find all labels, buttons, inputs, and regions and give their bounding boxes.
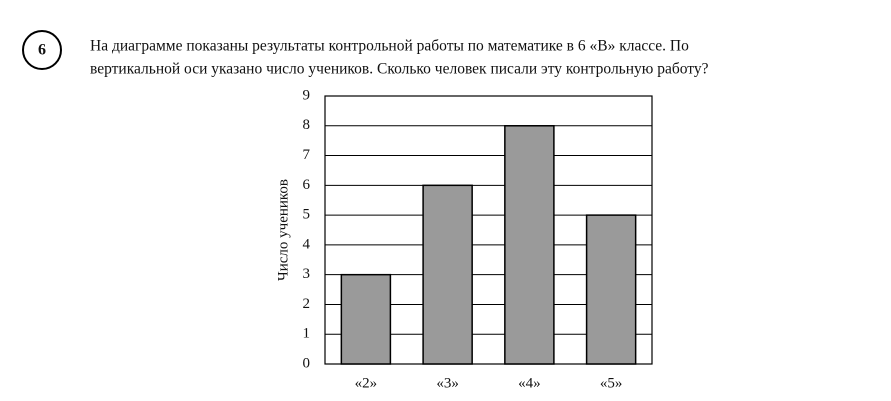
y-tick-label: 0 bbox=[303, 355, 311, 371]
problem-text: вертикальной оси указано число учеников.… bbox=[90, 61, 709, 78]
y-tick-label: 5 bbox=[303, 207, 311, 223]
bar bbox=[585, 214, 637, 365]
number-circle bbox=[22, 30, 62, 70]
y-tick-label: 2 bbox=[303, 296, 311, 312]
y-tick-label: 7 bbox=[303, 147, 311, 163]
x-tick-label: «4» bbox=[518, 375, 541, 391]
y-tick-label: 8 bbox=[303, 117, 311, 133]
bar bbox=[422, 184, 473, 365]
x-tick-label: «3» bbox=[436, 375, 459, 391]
y-axis-label: Число учеников bbox=[275, 179, 291, 281]
problem-number: 6 bbox=[38, 42, 46, 59]
y-tick-label: 1 bbox=[303, 326, 311, 342]
y-tick-label: 4 bbox=[303, 236, 311, 252]
y-tick-label: 3 bbox=[303, 266, 311, 282]
y-tick-label: 9 bbox=[303, 87, 311, 103]
bar bbox=[340, 273, 392, 365]
bar bbox=[504, 125, 555, 365]
x-tick-label: «2» bbox=[355, 375, 378, 391]
x-tick-label: «5» bbox=[600, 375, 623, 391]
problem-text: На диаграмме показаны результаты контрол… bbox=[90, 38, 689, 55]
y-tick-label: 6 bbox=[303, 177, 311, 193]
